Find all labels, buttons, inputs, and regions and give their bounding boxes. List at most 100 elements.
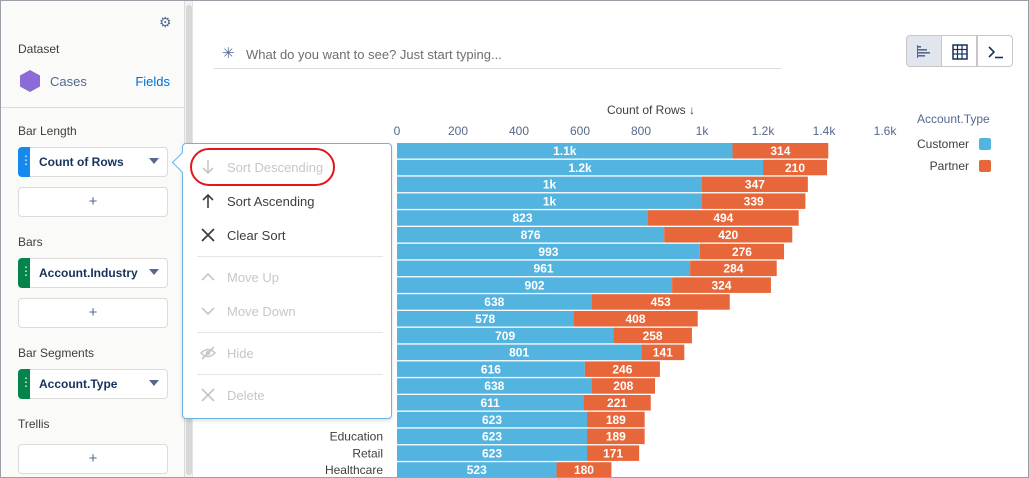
legend-swatch [979, 160, 991, 172]
bar-partner [556, 462, 612, 477]
legend-item-partner[interactable]: Partner [901, 158, 991, 174]
bar-label-customer: 623 [482, 446, 502, 460]
bar-segments-section-title: Bar Segments [18, 346, 95, 360]
bar-partner [591, 294, 730, 310]
add-bars-button[interactable]: + [18, 298, 168, 328]
chevron-down-icon[interactable] [149, 269, 159, 275]
bar-customer [397, 411, 588, 428]
menu-item-delete[interactable]: Delete [183, 380, 393, 410]
table-view-button[interactable] [941, 35, 977, 67]
bar-partner [587, 411, 645, 428]
grid-icon [952, 44, 968, 60]
x-tick-label: 1.6k [874, 124, 898, 138]
bars-pill[interactable]: Account.Industry [18, 258, 168, 288]
trellis-section-title: Trellis [18, 417, 50, 431]
bar-label-partner: 347 [745, 178, 765, 192]
bars-section-title: Bars [18, 235, 43, 249]
drag-handle-icon[interactable] [18, 369, 32, 399]
view-toggle-group [906, 35, 1014, 67]
chevron-down-icon[interactable] [149, 158, 159, 164]
category-label: Retail [352, 446, 383, 460]
x-tick-label: 200 [448, 124, 468, 138]
bar-customer [397, 462, 557, 477]
menu-divider [197, 332, 383, 333]
bar-label-partner: 189 [606, 430, 626, 444]
arrow-up-icon [202, 193, 214, 208]
drag-handle-icon[interactable] [18, 258, 32, 288]
dataset-hexagon-icon [20, 70, 40, 92]
add-bar-length-button[interactable]: + [18, 187, 168, 217]
bar-partner [702, 193, 806, 209]
chart-view-button[interactable] [906, 35, 942, 67]
search-input[interactable] [246, 43, 766, 65]
menu-item-label: Move Up [227, 270, 280, 285]
bar-length-pill[interactable]: Count of Rows [18, 147, 168, 177]
bar-label-partner: 189 [606, 413, 626, 427]
bar-segments-pill[interactable]: Account.Type [18, 369, 168, 399]
bar-label-customer: 1k [543, 194, 557, 208]
bar-label-customer: 902 [525, 278, 545, 292]
bar-customer [397, 243, 700, 260]
bar-label-partner: 339 [744, 194, 764, 208]
menu-item-hide[interactable]: Hide [183, 338, 393, 368]
bar-partner [613, 327, 692, 344]
divider [1, 107, 185, 108]
bar-label-customer: 1k [543, 178, 557, 192]
menu-item-move-down[interactable]: Move Down [183, 296, 393, 326]
menu-item-label: Clear Sort [227, 228, 286, 243]
bar-partner [702, 176, 808, 193]
highlight-annotation [190, 148, 335, 186]
bar-label-customer: 578 [475, 312, 495, 326]
bar-customer [397, 327, 614, 344]
bar-customer [397, 159, 763, 176]
add-trellis-button[interactable]: + [18, 444, 168, 474]
bar-partner [732, 143, 829, 159]
chevron-up-icon [201, 272, 215, 281]
bar-label-customer: 611 [480, 396, 500, 410]
bar-customer [397, 311, 574, 327]
bar-customer [397, 176, 702, 193]
menu-item-clear-sort[interactable]: Clear Sort [183, 220, 393, 250]
bar-partner [587, 445, 640, 461]
menu-divider [197, 256, 383, 257]
dataset-name[interactable]: Cases [50, 74, 87, 89]
bar-label-customer: 623 [482, 413, 502, 427]
close-icon [201, 228, 215, 242]
bar-label-partner: 494 [713, 211, 733, 225]
bar-label-customer: 616 [481, 362, 501, 376]
menu-item-sort-ascending[interactable]: Sort Ascending [183, 186, 393, 216]
chevron-down-icon[interactable] [149, 380, 159, 386]
pill-label: Account.Type [39, 377, 118, 391]
category-label: Healthcare [325, 463, 383, 477]
bar-partner [641, 344, 685, 361]
legend-label: Customer [916, 137, 969, 151]
x-tick-label: 600 [570, 124, 590, 138]
eye-slash-icon [199, 346, 217, 360]
query-view-button[interactable] [977, 35, 1013, 67]
bar-label-partner: 276 [732, 245, 752, 259]
bar-partner [699, 243, 785, 260]
legend-item-customer[interactable]: Customer [901, 136, 991, 152]
drag-handle-icon[interactable] [18, 147, 32, 177]
bar-customer [397, 378, 592, 394]
menu-item-label: Hide [227, 346, 254, 361]
x-tick-label: 0 [394, 124, 401, 138]
menu-item-label: Move Down [227, 304, 296, 319]
close-icon [201, 388, 215, 402]
terminal-icon [988, 46, 1003, 59]
sidebar: ⚙ Dataset Cases Fields Bar Length Count … [1, 1, 185, 477]
bar-customer [397, 445, 588, 461]
gear-icon[interactable]: ⚙ [159, 14, 172, 30]
bar-label-customer: 638 [484, 379, 504, 393]
menu-item-move-up[interactable]: Move Up [183, 262, 393, 292]
menu-item-label: Delete [227, 388, 265, 403]
pill-label: Count of Rows [39, 155, 124, 169]
x-axis-title: Count of Rows ↓ [607, 103, 695, 117]
fields-link[interactable]: Fields [135, 74, 170, 89]
dataset-section-title: Dataset [18, 42, 60, 56]
bar-customer [397, 210, 649, 226]
bar-length-section-title: Bar Length [18, 124, 77, 138]
bar-label-partner: 141 [653, 346, 673, 360]
bar-label-partner: 258 [643, 329, 663, 343]
